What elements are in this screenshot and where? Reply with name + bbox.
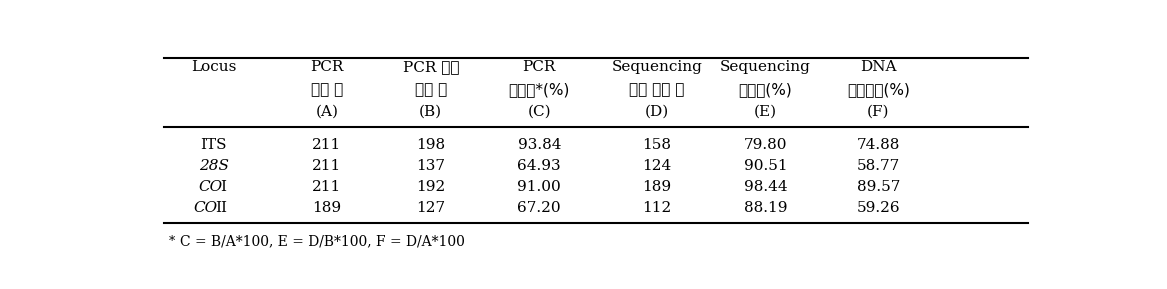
Text: 91.00: 91.00 <box>517 180 561 194</box>
Text: Sequencing: Sequencing <box>720 60 811 74</box>
Text: DNA: DNA <box>860 60 896 74</box>
Text: II: II <box>216 201 228 215</box>
Text: 28S: 28S <box>198 159 229 173</box>
Text: 88.19: 88.19 <box>743 201 788 215</box>
Text: PCR: PCR <box>523 60 555 74</box>
Text: 112: 112 <box>642 201 671 215</box>
Text: 189: 189 <box>313 201 341 215</box>
Text: 성공률(%): 성공률(%) <box>739 82 792 97</box>
Text: Locus: Locus <box>191 60 237 74</box>
Text: 192: 192 <box>417 180 446 194</box>
Text: Sequencing: Sequencing <box>612 60 703 74</box>
Text: *: * <box>168 235 175 248</box>
Text: 성공 개체 수: 성공 개체 수 <box>629 82 685 97</box>
Text: 211: 211 <box>312 180 342 194</box>
Text: 189: 189 <box>642 180 671 194</box>
Text: (A): (A) <box>315 104 338 118</box>
Text: (F): (F) <box>867 104 889 118</box>
Text: (B): (B) <box>419 104 442 118</box>
Text: 211: 211 <box>312 159 342 173</box>
Text: 137: 137 <box>417 159 446 173</box>
Text: 79.80: 79.80 <box>743 138 788 152</box>
Text: (C): (C) <box>527 104 551 118</box>
Text: (D): (D) <box>644 104 669 118</box>
Text: 158: 158 <box>642 138 671 152</box>
Text: 개체 수: 개체 수 <box>310 82 343 97</box>
Text: 90.51: 90.51 <box>743 159 788 173</box>
Text: PCR 성공: PCR 성공 <box>403 60 459 74</box>
Text: 59.26: 59.26 <box>857 201 900 215</box>
Text: (E): (E) <box>754 104 777 118</box>
Text: 성공률*(%): 성공률*(%) <box>509 82 569 97</box>
Text: C = B/A*100, E = D/B*100, F = D/A*100: C = B/A*100, E = D/B*100, F = D/A*100 <box>180 235 466 249</box>
Text: CO: CO <box>194 201 218 215</box>
Text: 64.93: 64.93 <box>517 159 561 173</box>
Text: 67.20: 67.20 <box>517 201 561 215</box>
Text: 124: 124 <box>642 159 671 173</box>
Text: I: I <box>221 180 226 194</box>
Text: 74.88: 74.88 <box>857 138 900 152</box>
Text: 98.44: 98.44 <box>743 180 788 194</box>
Text: ITS: ITS <box>201 138 226 152</box>
Text: CO: CO <box>198 180 223 194</box>
Text: 211: 211 <box>312 138 342 152</box>
Text: 58.77: 58.77 <box>857 159 900 173</box>
Text: 개체 수: 개체 수 <box>414 82 447 97</box>
Text: 198: 198 <box>417 138 446 152</box>
Text: 바코드율(%): 바코드율(%) <box>847 82 910 97</box>
Text: PCR: PCR <box>310 60 343 74</box>
Text: 127: 127 <box>417 201 446 215</box>
Text: 93.84: 93.84 <box>517 138 561 152</box>
Text: 89.57: 89.57 <box>857 180 900 194</box>
